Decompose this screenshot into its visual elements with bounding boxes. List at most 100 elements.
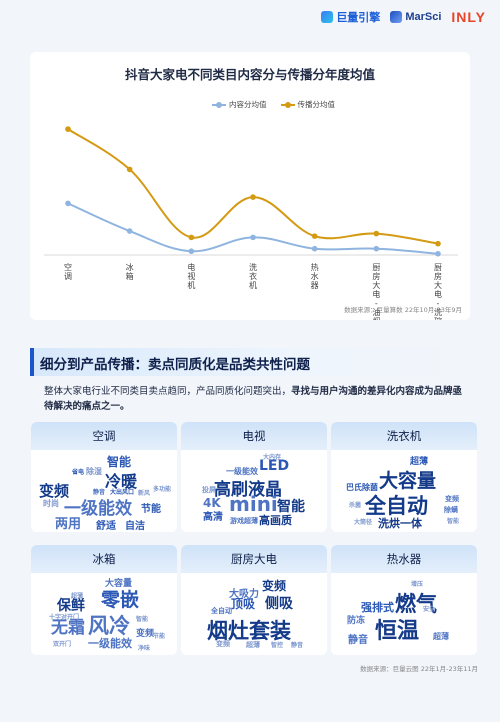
data-point-1-1 bbox=[126, 166, 133, 173]
word: 一级能效 bbox=[88, 637, 132, 650]
category-title: 冰箱 bbox=[31, 545, 177, 573]
word: 大吸力 bbox=[229, 589, 259, 600]
word: 智能 bbox=[107, 455, 132, 469]
data-point-0-6 bbox=[435, 250, 441, 257]
juliang-logo-icon bbox=[321, 11, 334, 23]
word: 游戏 bbox=[230, 517, 244, 525]
word: 除湿 bbox=[86, 467, 102, 476]
marsci-logo: MarSci bbox=[390, 11, 441, 23]
data-point-0-1 bbox=[126, 228, 133, 234]
word: 静音 bbox=[291, 642, 304, 649]
x-tick-label-3: 洗衣机 bbox=[249, 262, 257, 290]
category-card-tv: 电视 LED 一级能效 高刷液晶 mini 4K 智能 高清 游戏 超薄 高画质… bbox=[181, 422, 327, 532]
word: 投屏 bbox=[202, 486, 216, 494]
word: 全自动 bbox=[211, 607, 232, 615]
word: 除螨 bbox=[444, 506, 458, 514]
section-description: 整体大家电行业不同类目卖点趋同，产品同质化问题突出，寻找与用户沟通的差异化内容成… bbox=[44, 384, 464, 414]
word: 高画质 bbox=[259, 514, 292, 527]
category-title: 热水器 bbox=[331, 545, 477, 573]
word: 一级能效 bbox=[64, 499, 132, 519]
word: 大容量 bbox=[105, 579, 133, 589]
word: 保鲜 bbox=[57, 598, 85, 614]
word: 洗烘一体 bbox=[378, 517, 422, 530]
brand-logos: 巨量引擎 MarSci INLY bbox=[321, 9, 486, 25]
word-cloud: 超薄 大容量 巴氏除菌 全自动 洗烘一体 变频 大筒径 除螨 智能 杀菌 bbox=[331, 450, 477, 532]
word-cloud: LED 一级能效 高刷液晶 mini 4K 智能 高清 游戏 超薄 高画质 投屏… bbox=[181, 450, 327, 532]
chart-card: 抖音大家电不同类目内容分与传播分年度均值 内容分均值 传播分均值 空调 冰箱 电视机… bbox=[30, 52, 470, 320]
word: 节能 bbox=[141, 504, 161, 515]
word: 静音 bbox=[348, 635, 368, 646]
word: 高刷液晶 bbox=[214, 480, 282, 500]
inly-logo-text: INLY bbox=[451, 9, 486, 25]
category-card-heater: 热水器 增压 强排式 燃气 防冻 恒温 静音 超薄 安全 bbox=[331, 545, 477, 655]
word: 变频 bbox=[445, 495, 459, 503]
data-point-0-2 bbox=[188, 248, 195, 255]
word-cloud: 智能 冷暖 变频 一级能效 两用 舒适 自洁 节能 除湿 大出风口 新风 省电 … bbox=[31, 450, 177, 532]
category-title: 电视 bbox=[181, 422, 327, 450]
word: 恒温 bbox=[375, 619, 420, 644]
word: 一级能效 bbox=[226, 467, 258, 476]
word: 变频 bbox=[136, 629, 155, 639]
word: 新风 bbox=[138, 490, 151, 497]
word: 节能 bbox=[153, 633, 166, 640]
word: 静音 bbox=[93, 489, 106, 496]
word: 杀菌 bbox=[349, 502, 362, 509]
marsci-logo-icon bbox=[390, 11, 403, 23]
category-card-kitchen: 厨房大电 变频 大吸力 顶吸 侧吸 全自动 烟灶套装 变频 超薄 智控 静音 bbox=[181, 545, 327, 655]
word: 两用 bbox=[55, 517, 82, 532]
word: 大容量 bbox=[379, 470, 437, 492]
category-card-fridge: 冰箱 大容量 保鲜 零嵌 无霜 风冷 一级能效 十字对开门 超薄 智能 变频 节… bbox=[31, 545, 177, 655]
word: 时尚 bbox=[43, 499, 59, 508]
word: 燃气 bbox=[395, 592, 437, 616]
word: 舒适 bbox=[96, 521, 116, 532]
word: 大内存 bbox=[263, 454, 282, 461]
word: 大出风口 bbox=[110, 489, 135, 496]
word: 大筒径 bbox=[354, 519, 373, 526]
word: 零嵌 bbox=[101, 589, 140, 611]
word: 顶吸 bbox=[231, 597, 256, 611]
category-card-ac: 空调 智能 冷暖 变频 一级能效 两用 舒适 自洁 节能 除湿 大出风口 新风 … bbox=[31, 422, 177, 532]
section-title: 细分到产品传播：卖点同质化是品类共性问题 bbox=[40, 357, 310, 373]
data-point-0-5 bbox=[373, 245, 380, 252]
legend-label-spread: 传播分均值 bbox=[297, 100, 336, 109]
data-point-1-5 bbox=[373, 230, 380, 237]
word: 智能 bbox=[136, 616, 149, 623]
legend-item-spread: 传播分均值 bbox=[280, 99, 336, 110]
word: 省电 bbox=[72, 469, 85, 476]
juliang-logo-text: 巨量引擎 bbox=[336, 12, 381, 24]
data-point-0-3 bbox=[250, 234, 256, 241]
x-tick-label-2: 电视机 bbox=[187, 262, 195, 290]
word: 智能 bbox=[277, 499, 305, 515]
word: 全自动 bbox=[365, 494, 428, 518]
word: 变频 bbox=[216, 640, 230, 648]
category-title: 厨房大电 bbox=[181, 545, 327, 573]
word: 超薄 bbox=[244, 517, 258, 525]
inly-logo: INLY bbox=[451, 9, 486, 25]
juliang-logo: 巨量引擎 bbox=[321, 9, 380, 25]
word: 智控 bbox=[271, 642, 284, 649]
word: 防冻 bbox=[347, 616, 366, 626]
data-point-1-3 bbox=[250, 194, 256, 200]
word: 智能 bbox=[447, 518, 460, 525]
x-tick-label-1: 冰箱 bbox=[126, 262, 134, 281]
word: 风冷 bbox=[88, 614, 130, 638]
word: 安全 bbox=[423, 606, 436, 613]
x-tick-label-5: 厨房大电-油烟机 bbox=[372, 263, 380, 320]
word: 冷暖 bbox=[105, 472, 138, 491]
marsci-logo-text: MarSci bbox=[405, 11, 442, 23]
word: 高清 bbox=[203, 512, 223, 523]
data-point-0-4 bbox=[311, 245, 318, 252]
legend-swatch-spread bbox=[280, 101, 295, 108]
word: 变频 bbox=[262, 579, 287, 593]
word: 变频 bbox=[39, 482, 70, 500]
category-title: 空调 bbox=[31, 422, 177, 450]
word: 多功能 bbox=[153, 486, 172, 493]
data-point-1-0 bbox=[65, 126, 71, 132]
word: 超薄 bbox=[410, 457, 429, 467]
data-point-1-4 bbox=[311, 233, 318, 239]
word: 侧吸 bbox=[265, 596, 293, 612]
word: 净味 bbox=[138, 645, 151, 652]
x-tick-label-6: 厨房大电-洗碗机 bbox=[434, 263, 442, 320]
chart-title: 抖音大家电不同类目内容分与传播分年度均值 bbox=[124, 67, 375, 82]
wordcloud-source: 数据来源：巨量云图 22年1月-23年11月 bbox=[360, 665, 478, 673]
